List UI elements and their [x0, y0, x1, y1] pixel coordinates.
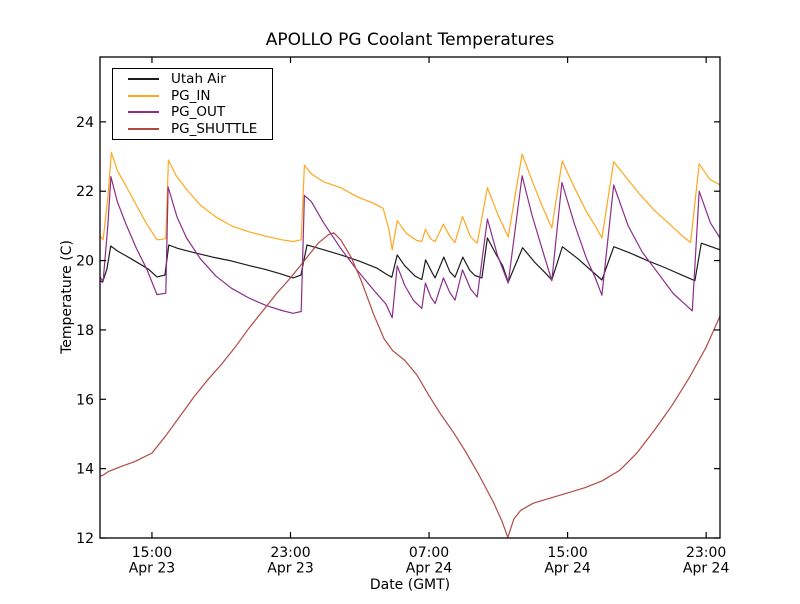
- x-tick-label-date: Apr 23: [129, 561, 175, 577]
- series-line-pg-in: [100, 151, 720, 251]
- legend-line-swatch: [128, 78, 159, 81]
- y-tick-label: 24: [76, 115, 94, 131]
- chart-title: APOLLO PG Coolant Temperatures: [266, 30, 555, 50]
- x-tick-label: 15:00: [132, 545, 172, 561]
- legend-item-label: PG_IN: [171, 87, 211, 104]
- legend: Utah Air PG_IN PG_OUT PG_SHUTTLE: [112, 68, 273, 140]
- x-tick-label: 15:00: [547, 545, 587, 561]
- y-tick-label: 18: [76, 323, 94, 339]
- y-axis-label: Temperature (C): [59, 240, 75, 355]
- x-tick-label: 07:00: [409, 545, 449, 561]
- y-tick-label: 22: [76, 184, 94, 200]
- x-tick-label: 23:00: [686, 545, 726, 561]
- y-tick-label: 14: [76, 462, 94, 478]
- x-tick-label: 23:00: [270, 545, 310, 561]
- y-tick-label: 12: [76, 531, 94, 547]
- legend-item-pg-in: PG_IN: [128, 88, 272, 105]
- x-axis-label: Date (GMT): [370, 577, 450, 593]
- series-line-pg-out: [100, 175, 720, 319]
- legend-item-label: PG_OUT: [171, 104, 226, 120]
- legend-line-swatch: [128, 94, 159, 97]
- plot-frame: [99, 56, 721, 539]
- series-line-utah-air: [100, 237, 720, 283]
- plot-lines: [100, 151, 720, 538]
- x-tick-label-date: Apr 24: [683, 561, 730, 577]
- legend-item-label: Utah Air: [171, 71, 226, 87]
- legend-item-utah-air: Utah Air: [128, 71, 272, 88]
- y-tick-label: 16: [76, 392, 94, 408]
- series-line-pg-shuttle: [100, 232, 720, 538]
- legend-item-pg-out: PG_OUT: [128, 104, 272, 121]
- x-tick-label-date: Apr 24: [406, 561, 453, 577]
- legend-item-label: PG_SHUTTLE: [171, 120, 258, 137]
- x-tick-label-date: Apr 23: [267, 561, 313, 577]
- x-tick-label-date: Apr 24: [544, 561, 591, 577]
- legend-item-pg-shuttle: PG_SHUTTLE: [128, 121, 272, 138]
- y-tick-label: 20: [76, 254, 94, 270]
- legend-line-swatch: [128, 127, 159, 130]
- legend-line-swatch: [128, 111, 159, 114]
